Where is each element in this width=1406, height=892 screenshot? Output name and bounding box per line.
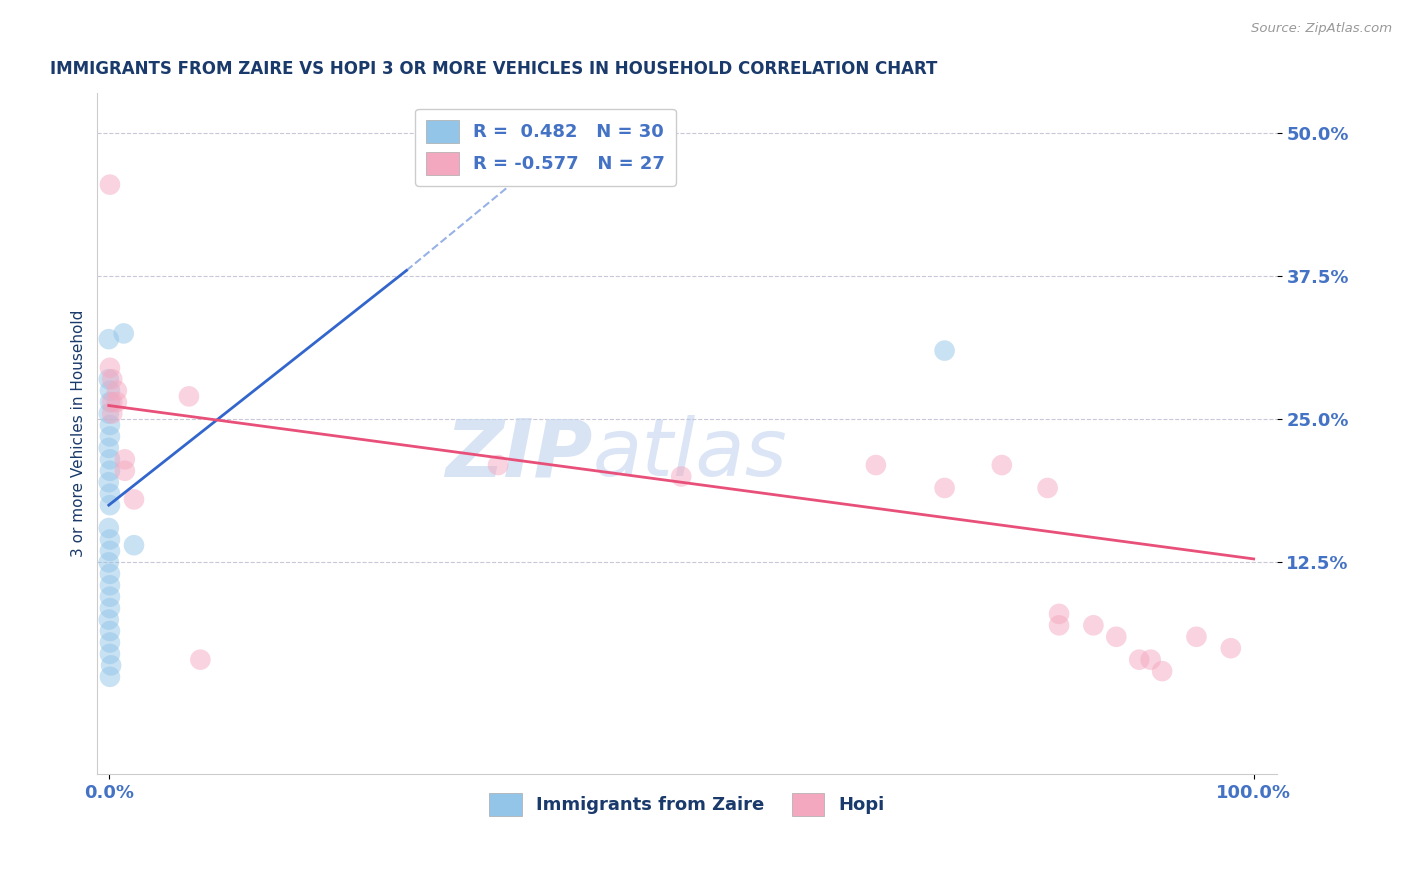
- Point: [101, 407, 124, 421]
- Point: [101, 372, 124, 386]
- Point: [98, 624, 121, 638]
- Point: [98, 566, 121, 581]
- Point: [1047, 607, 1070, 621]
- Point: [101, 395, 124, 409]
- Point: [1036, 481, 1059, 495]
- Text: IMMIGRANTS FROM ZAIRE VS HOPI 3 OR MORE VEHICLES IN HOUSEHOLD CORRELATION CHART: IMMIGRANTS FROM ZAIRE VS HOPI 3 OR MORE …: [51, 60, 938, 78]
- Point: [98, 452, 121, 467]
- Point: [112, 326, 135, 341]
- Point: [98, 533, 121, 547]
- Point: [105, 384, 128, 398]
- Point: [1185, 630, 1208, 644]
- Point: [1128, 653, 1150, 667]
- Point: [1047, 618, 1070, 632]
- Point: [105, 395, 128, 409]
- Point: [1105, 630, 1128, 644]
- Point: [1152, 664, 1174, 678]
- Text: ZIP: ZIP: [446, 415, 593, 493]
- Point: [97, 555, 120, 569]
- Point: [114, 452, 136, 467]
- Point: [1139, 653, 1161, 667]
- Point: [98, 429, 121, 443]
- Point: [98, 360, 121, 375]
- Point: [98, 395, 121, 409]
- Point: [991, 458, 1014, 472]
- Point: [98, 384, 121, 398]
- Point: [865, 458, 887, 472]
- Point: [100, 658, 122, 673]
- Point: [177, 389, 200, 403]
- Point: [98, 417, 121, 432]
- Point: [671, 469, 693, 483]
- Point: [97, 475, 120, 490]
- Point: [98, 670, 121, 684]
- Point: [98, 178, 121, 192]
- Point: [122, 538, 145, 552]
- Point: [98, 578, 121, 592]
- Point: [97, 407, 120, 421]
- Point: [98, 464, 121, 478]
- Legend: Immigrants from Zaire, Hopi: Immigrants from Zaire, Hopi: [482, 785, 891, 823]
- Point: [934, 481, 956, 495]
- Point: [98, 486, 121, 500]
- Point: [97, 441, 120, 455]
- Point: [98, 635, 121, 649]
- Point: [190, 653, 212, 667]
- Point: [934, 343, 956, 358]
- Point: [1083, 618, 1105, 632]
- Point: [1219, 641, 1241, 656]
- Point: [98, 590, 121, 604]
- Point: [97, 372, 120, 386]
- Point: [97, 521, 120, 535]
- Point: [98, 544, 121, 558]
- Text: Source: ZipAtlas.com: Source: ZipAtlas.com: [1251, 22, 1392, 36]
- Y-axis label: 3 or more Vehicles in Household: 3 or more Vehicles in Household: [72, 310, 86, 558]
- Point: [97, 613, 120, 627]
- Point: [98, 601, 121, 615]
- Point: [98, 647, 121, 661]
- Point: [114, 464, 136, 478]
- Point: [97, 332, 120, 346]
- Text: atlas: atlas: [593, 415, 787, 493]
- Point: [98, 498, 121, 512]
- Point: [486, 458, 509, 472]
- Point: [122, 492, 145, 507]
